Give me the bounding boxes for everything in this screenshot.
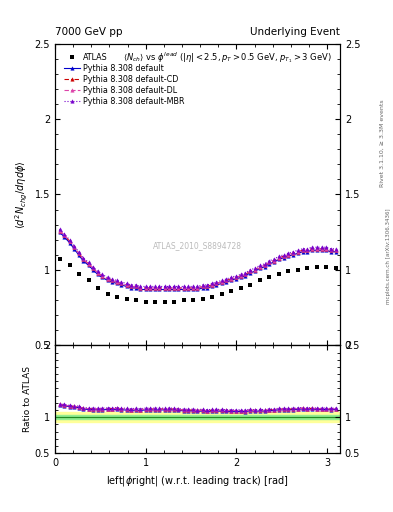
Pythia 8.308 default-MBR	[205, 282, 210, 288]
ATLAS	[239, 285, 243, 291]
ATLAS	[229, 288, 233, 294]
Pythia 8.308 default-DL	[86, 261, 91, 267]
X-axis label: left|$\phi$right| (w.r.t. leading track) [rad]: left|$\phi$right| (w.r.t. leading track)…	[106, 474, 289, 487]
Text: ATLAS_2010_S8894728: ATLAS_2010_S8894728	[153, 241, 242, 250]
ATLAS	[209, 294, 214, 300]
Pythia 8.308 default-CD	[100, 273, 105, 279]
Pythia 8.308 default-DL	[67, 238, 72, 244]
Pythia 8.308 default-DL	[138, 285, 143, 291]
Text: 7000 GeV pp: 7000 GeV pp	[55, 27, 123, 37]
Pythia 8.308 default	[100, 274, 105, 281]
Pythia 8.308 default-MBR	[138, 284, 143, 290]
Pythia 8.308 default-MBR	[67, 237, 72, 243]
Pythia 8.308 default-MBR	[334, 246, 338, 252]
ATLAS	[67, 262, 72, 268]
Pythia 8.308 default-DL	[262, 262, 267, 268]
Pythia 8.308 default-CD	[67, 238, 72, 244]
ATLAS	[95, 285, 100, 291]
Pythia 8.308 default-CD	[138, 285, 143, 291]
Bar	[55, 415, 340, 419]
ATLAS	[324, 264, 329, 270]
Pythia 8.308 default	[86, 262, 91, 268]
Pythia 8.308 default-DL	[57, 227, 62, 233]
ATLAS	[133, 297, 138, 303]
Pythia 8.308 default-MBR	[129, 282, 134, 288]
ATLAS	[334, 265, 338, 271]
ATLAS	[286, 268, 290, 274]
Y-axis label: Ratio to ATLAS: Ratio to ATLAS	[23, 366, 32, 432]
Pythia 8.308 default	[67, 240, 72, 246]
Pythia 8.308 default	[138, 286, 143, 292]
Pythia 8.308 default-MBR	[262, 261, 267, 267]
Text: mcplots.cern.ch [arXiv:1306.3436]: mcplots.cern.ch [arXiv:1306.3436]	[386, 208, 391, 304]
Pythia 8.308 default-CD	[86, 261, 91, 267]
ATLAS	[124, 295, 129, 302]
Pythia 8.308 default-CD	[205, 284, 210, 290]
Text: Rivet 3.1.10, ≥ 3.3M events: Rivet 3.1.10, ≥ 3.3M events	[380, 99, 384, 187]
Pythia 8.308 default-CD	[129, 284, 134, 290]
Pythia 8.308 default	[334, 249, 338, 255]
ATLAS	[296, 267, 300, 273]
ATLAS	[162, 298, 167, 305]
Pythia 8.308 default-CD	[57, 227, 62, 233]
Line: Pythia 8.308 default-CD: Pythia 8.308 default-CD	[58, 229, 338, 290]
Pythia 8.308 default	[129, 285, 134, 291]
Line: Pythia 8.308 default: Pythia 8.308 default	[58, 230, 338, 291]
Pythia 8.308 default-MBR	[86, 259, 91, 265]
ATLAS	[315, 264, 320, 270]
Text: Underlying Event: Underlying Event	[250, 27, 340, 37]
ATLAS	[277, 271, 281, 278]
Y-axis label: $\langle d^2 N_{chg}/d\eta d\phi \rangle$: $\langle d^2 N_{chg}/d\eta d\phi \rangle…	[14, 160, 31, 229]
ATLAS	[305, 265, 310, 271]
ATLAS	[114, 294, 119, 300]
ATLAS	[143, 298, 148, 305]
Pythia 8.308 default-MBR	[100, 271, 105, 278]
Pythia 8.308 default	[262, 264, 267, 270]
ATLAS	[200, 295, 205, 302]
ATLAS	[171, 298, 176, 305]
ATLAS	[105, 291, 110, 297]
Legend: ATLAS, Pythia 8.308 default, Pythia 8.308 default-CD, Pythia 8.308 default-DL, P: ATLAS, Pythia 8.308 default, Pythia 8.30…	[64, 53, 185, 106]
Bar	[55, 412, 340, 422]
Pythia 8.308 default-DL	[100, 273, 105, 279]
Line: ATLAS: ATLAS	[57, 257, 339, 304]
ATLAS	[152, 298, 157, 305]
Pythia 8.308 default-MBR	[57, 226, 62, 232]
ATLAS	[86, 278, 91, 284]
Pythia 8.308 default	[57, 229, 62, 235]
ATLAS	[248, 282, 252, 288]
ATLAS	[267, 274, 272, 281]
ATLAS	[182, 297, 186, 303]
Text: $\langle N_{ch}\rangle$ vs $\phi^{lead}$ ($|\eta|<2.5, p_T>0.5$ GeV, $p_{T_1}>3$: $\langle N_{ch}\rangle$ vs $\phi^{lead}$…	[123, 50, 331, 65]
Pythia 8.308 default-CD	[334, 247, 338, 253]
ATLAS	[258, 278, 263, 284]
ATLAS	[220, 291, 224, 297]
Pythia 8.308 default-DL	[129, 284, 134, 290]
ATLAS	[76, 271, 81, 278]
ATLAS	[57, 256, 62, 262]
Line: Pythia 8.308 default-DL: Pythia 8.308 default-DL	[58, 229, 338, 290]
Pythia 8.308 default-CD	[262, 262, 267, 268]
Pythia 8.308 default-DL	[205, 284, 210, 290]
Line: Pythia 8.308 default-MBR: Pythia 8.308 default-MBR	[58, 227, 338, 288]
Pythia 8.308 default	[205, 285, 210, 291]
ATLAS	[191, 297, 195, 303]
Pythia 8.308 default-DL	[334, 247, 338, 253]
